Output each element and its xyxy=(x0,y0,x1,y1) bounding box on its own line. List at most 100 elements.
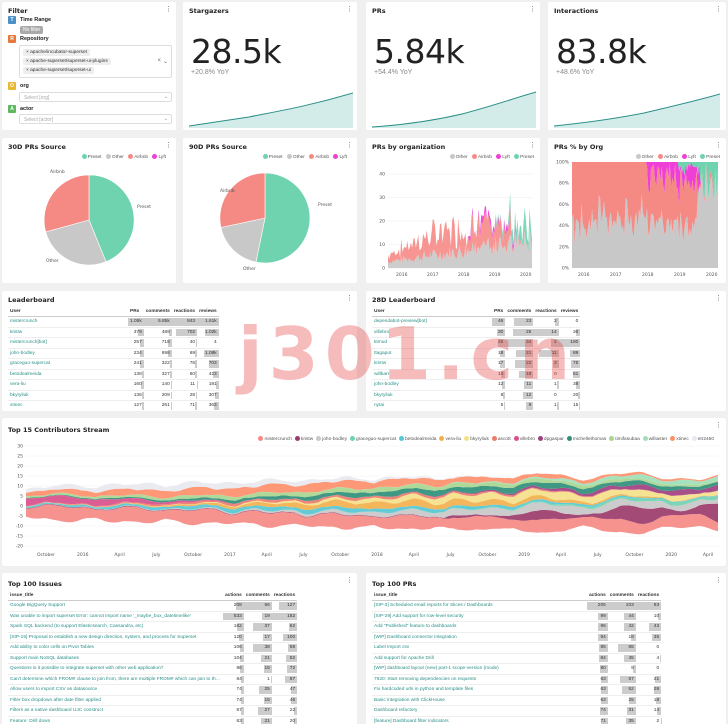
kebab-menu-icon[interactable]: ⋮ xyxy=(346,576,353,584)
kebab-menu-icon[interactable]: ⋮ xyxy=(346,141,353,149)
stream-layer[interactable] xyxy=(26,495,718,515)
table-row[interactable]: nytai 5 9 1 15 xyxy=(372,400,581,411)
pie-slice-airbnb[interactable] xyxy=(219,172,266,228)
table-row[interactable]: mistercrunch 1.05k 5.85k 843 1.61k xyxy=(8,316,219,328)
column-header[interactable]: issue_title xyxy=(8,591,223,601)
kebab-menu-icon[interactable]: ⋮ xyxy=(346,294,353,302)
table-row[interactable]: villebro 30 25 14 36 xyxy=(372,327,581,338)
table-row[interactable]: john-bodley 234 698 69 1.08k xyxy=(8,348,219,359)
table-row[interactable]: Can't determine which FROM# clause to jo… xyxy=(8,674,298,685)
repository-select[interactable]: × apache/incubator-superset × apache-sup… xyxy=(19,45,172,78)
column-header[interactable]: comments xyxy=(143,307,172,317)
legend-item[interactable]: kristw xyxy=(300,437,314,442)
column-header[interactable]: PRs xyxy=(128,307,144,317)
table-row[interactable]: Questions is it possible to integrate su… xyxy=(8,663,298,675)
table-row[interactable]: Dashboard refactory 74 31 14 xyxy=(372,705,662,717)
column-header[interactable]: PRs xyxy=(492,307,506,317)
column-header[interactable]: comments xyxy=(243,591,272,601)
clear-icon[interactable]: × xyxy=(157,58,161,64)
stream-layer[interactable] xyxy=(26,484,718,504)
area-other[interactable] xyxy=(572,166,718,268)
table-row[interactable]: Filter box dropdown after date filter ap… xyxy=(8,695,298,706)
legend-item[interactable]: villebro xyxy=(519,437,535,442)
table-row[interactable]: Filters as a native dashboard UJC constr… xyxy=(8,705,298,717)
column-header[interactable]: User xyxy=(8,307,128,317)
stream-layer[interactable] xyxy=(26,488,718,508)
legend-item[interactable]: etr2460 xyxy=(697,437,714,442)
table-row[interactable]: betodealmeida 138 327 60 423 xyxy=(8,369,219,380)
kebab-menu-icon[interactable]: ⋮ xyxy=(715,294,722,302)
table-row[interactable]: Add "Published" feature to dashboards 96 4… xyxy=(372,621,662,633)
legend-item[interactable]: Airbnb xyxy=(134,155,149,160)
area-preset[interactable] xyxy=(572,162,718,204)
table-row[interactable]: [feature] Dashboard filter indicators 71 3… xyxy=(372,716,662,724)
pie-slice-other[interactable] xyxy=(45,219,107,266)
legend-item[interactable]: Airbnb xyxy=(478,155,492,160)
legend-item[interactable]: Airbnb xyxy=(315,155,330,160)
legend-item[interactable]: mistercrunch xyxy=(264,437,292,442)
table-row[interactable]: kristw 17 22 3 75 xyxy=(372,358,581,370)
legend-item[interactable]: ascott xyxy=(497,437,511,442)
legend-item[interactable]: michellethomas xyxy=(572,437,607,442)
kebab-menu-icon[interactable]: ⋮ xyxy=(715,421,722,429)
table-row[interactable]: bkyryliuk 136 209 28 307 xyxy=(8,390,219,401)
table-row[interactable]: Fix hardcoded urls in python and templat… xyxy=(372,684,662,696)
area-other[interactable] xyxy=(388,228,532,268)
stream-layer[interactable] xyxy=(26,478,718,501)
stream-layer[interactable] xyxy=(26,504,718,535)
table-row[interactable]: [WIP] dashboard layout (new) part-1 scop… xyxy=(372,663,662,675)
org-select[interactable]: Select [org] ⌄ xyxy=(19,92,172,102)
stream-layer[interactable] xyxy=(26,503,718,524)
table-row[interactable]: bkyryliuk 8 12 0 20 xyxy=(372,390,581,401)
table-row[interactable]: Feature: Drill down 63 21 20 xyxy=(8,716,298,724)
column-header[interactable]: issue_title xyxy=(372,591,587,601)
table-row[interactable]: Label Import csv 85 65 0 xyxy=(372,642,662,654)
column-header[interactable]: reactions xyxy=(271,591,298,601)
column-header[interactable]: reactions xyxy=(171,307,198,317)
legend-item[interactable]: Other xyxy=(111,155,124,160)
repo-chip[interactable]: × apache-superset/superset-ui-plugins xyxy=(23,58,111,65)
legend-item[interactable]: Preset xyxy=(87,155,102,160)
stream-layer[interactable] xyxy=(26,487,718,507)
legend-item[interactable]: vera-liu xyxy=(445,437,462,442)
pie-slice-other[interactable] xyxy=(220,217,266,263)
column-header[interactable]: reviews xyxy=(197,307,219,317)
column-header[interactable]: User xyxy=(372,307,492,317)
repo-chip[interactable]: × apache-superset/superset-ui xyxy=(23,67,94,74)
table-row[interactable]: Allow users to import CSV as datasource 7… xyxy=(8,684,298,696)
legend-item[interactable]: Lyft xyxy=(158,155,166,160)
legend-item[interactable]: john-bodley xyxy=(322,437,347,442)
table-row[interactable]: Add ability to color cells on Pivot Tabl… xyxy=(8,642,298,654)
kebab-menu-icon[interactable]: ⋮ xyxy=(529,141,536,149)
kebab-menu-icon[interactable]: ⋮ xyxy=(165,141,172,149)
area-lyft[interactable] xyxy=(572,162,718,206)
table-row[interactable]: [SIP-29] Add support for row-level secur… xyxy=(372,611,662,622)
area-airbnb[interactable] xyxy=(388,209,532,265)
table-row[interactable]: [WIP] Dashboard connector integration 94 1… xyxy=(372,632,662,643)
chevron-down-icon[interactable]: ⌄ xyxy=(162,59,168,65)
table-row[interactable]: Add support for Apache Drill 84 45 4 xyxy=(372,653,662,664)
table-row[interactable]: mistercrunch[bot] 257 718 40 4 xyxy=(8,337,219,349)
pie-slice-preset[interactable] xyxy=(255,172,311,264)
legend-item[interactable]: Other xyxy=(292,155,305,160)
table-row[interactable]: vera-liu 160 140 11 191 xyxy=(8,379,219,391)
kebab-menu-icon[interactable]: ⋮ xyxy=(715,576,722,584)
stream-layer[interactable] xyxy=(26,493,718,510)
stream-layer[interactable] xyxy=(26,471,718,493)
stream-layer[interactable] xyxy=(26,487,718,507)
pie-slice-preset[interactable] xyxy=(88,174,135,263)
column-header[interactable]: comments xyxy=(607,591,636,601)
table-row[interactable]: graceguo-supercat 241 322 76 703 xyxy=(8,358,219,370)
table-row[interactable]: john-bodley 12 11 1 38 xyxy=(372,379,581,391)
table-row[interactable]: [SIP-3] Scheduled email reports for Slic… xyxy=(372,600,662,612)
legend-item[interactable]: bkyryliuk xyxy=(470,437,489,442)
area-airbnb[interactable] xyxy=(572,162,718,245)
table-row[interactable]: Google BigQuery Support 208 56 127 xyxy=(8,600,298,612)
legend-item[interactable]: xtinec xyxy=(676,437,689,442)
legend-item[interactable]: Airbnb xyxy=(664,155,678,160)
legend-item[interactable]: timifasubaa xyxy=(615,437,640,442)
table-row[interactable]: dependabot-preview[bot] 46 23 2 0 xyxy=(372,316,581,328)
actor-select[interactable]: Select [actor] ⌄ xyxy=(19,114,172,124)
table-row[interactable]: 7620: Start removing dependencies on req… xyxy=(372,674,662,685)
legend-item[interactable]: Preset xyxy=(520,155,534,160)
